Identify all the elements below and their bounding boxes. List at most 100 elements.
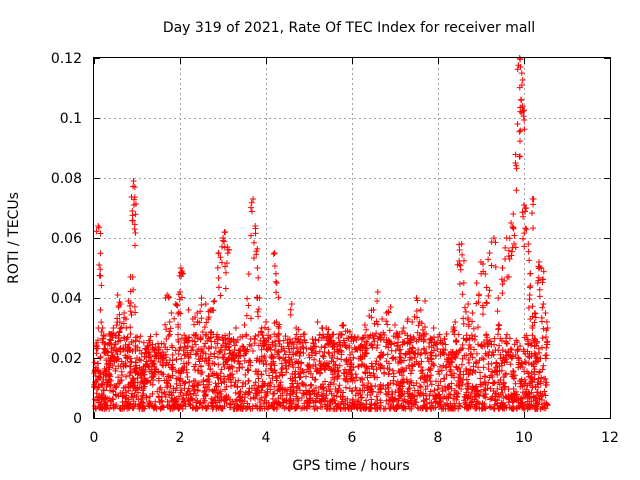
data-point [386,327,393,334]
data-point [245,271,252,277]
data-point [520,405,527,412]
data-point [281,405,288,412]
data-point [237,393,244,400]
data-point [443,364,450,371]
data-point [525,390,532,397]
data-point [283,392,290,399]
data-point [290,383,297,390]
data-point [239,364,246,371]
data-point [523,226,530,233]
data-point [220,373,227,380]
data-point [473,350,480,357]
data-point [125,404,132,411]
data-point [324,363,331,370]
data-point [147,353,154,360]
data-point [114,292,121,298]
data-point [272,278,279,285]
data-point [287,384,294,391]
data-point [180,360,187,367]
data-point [106,357,113,364]
data-point [165,294,172,301]
data-point [342,398,349,405]
data-point [427,388,434,395]
data-point [273,289,280,296]
data-point [477,375,484,382]
data-point [492,239,499,246]
data-point [192,366,199,373]
data-point [108,398,115,405]
data-point [316,358,323,365]
data-point [506,395,513,402]
data-point [136,338,143,345]
data-point [166,391,173,398]
data-point [414,297,421,304]
data-point [307,344,314,351]
data-point [126,346,133,353]
data-point [508,353,515,360]
data-point [151,353,158,360]
data-point [280,355,287,361]
data-point [126,372,133,379]
data-point [156,394,163,401]
data-point [489,368,496,375]
data-point [198,302,205,309]
data-point [301,390,308,397]
data-point [535,274,542,281]
data-point [255,375,262,382]
data-point [490,235,497,241]
data-point [225,344,232,351]
data-point [329,352,336,359]
data-point [160,357,167,364]
data-point [214,354,221,361]
data-point [469,318,476,325]
data-point [312,405,319,412]
data-point [122,384,129,391]
data-point [319,392,326,399]
data-point [329,371,336,378]
data-point [508,371,515,378]
data-point [288,301,295,307]
data-point [466,401,473,408]
data-point [512,151,519,158]
data-point [254,390,261,397]
data-point [256,358,263,365]
data-point [529,303,536,310]
data-point [233,368,240,375]
data-point [296,353,303,360]
data-point [399,383,406,390]
data-point [303,345,310,352]
data-point [464,404,471,411]
data-point [350,337,357,344]
data-point [273,405,280,412]
data-point [333,393,340,400]
data-point [533,340,540,346]
data-point [107,373,114,380]
data-point [197,363,204,370]
data-point [516,153,523,160]
data-point [539,366,546,373]
data-point [480,304,487,311]
data-point [158,352,165,359]
data-point [165,361,172,368]
data-point [356,387,363,394]
data-point [275,325,282,331]
data-point [287,306,294,313]
data-point [322,395,329,402]
data-point [258,346,265,353]
data-point [446,368,453,375]
data-point [486,403,493,410]
data-point [252,368,259,375]
data-point [157,384,164,391]
data-point [502,370,509,377]
data-point [541,388,548,395]
data-point [210,388,217,395]
data-point [447,349,454,355]
data-point [441,401,448,408]
data-point [113,322,120,329]
data-point [459,361,466,368]
data-point [220,361,227,368]
data-point [536,259,543,265]
data-point [260,400,267,407]
data-point [112,332,119,339]
data-point [455,390,462,397]
